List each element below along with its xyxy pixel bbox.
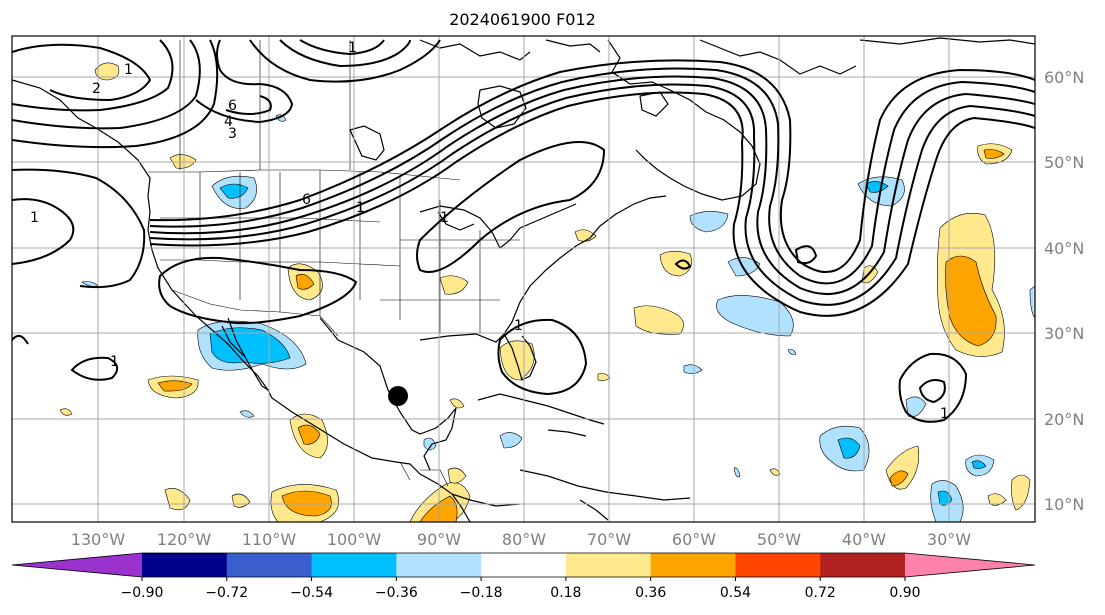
colorbar-segment [650,553,736,577]
lon-label: 120°W [157,530,212,549]
colorbar-segment [481,553,567,577]
colorbar-tick-label: 0.18 [550,585,581,601]
contour-label: 1 [356,200,365,216]
borders [148,40,520,487]
lat-label: 30°N [1044,324,1084,343]
lon-label: 80°W [502,530,546,549]
colorbar-tick-label: 0.90 [889,585,920,601]
colorbar-tick-label: 0.54 [720,585,751,601]
contour-label: 4 [224,114,233,130]
lon-label: 70°W [587,530,631,549]
negative-shading [81,114,1035,522]
lon-label: 60°W [672,530,716,549]
colorbar-tick-label: −0.36 [375,585,418,601]
graticule [12,36,1035,522]
lon-label: 110°W [242,530,297,549]
colorbar-segment [820,553,906,577]
lon-label: 130°W [71,530,126,549]
contour-label: 1 [440,210,449,226]
lon-label: 30°W [927,530,971,549]
contours [12,39,1035,423]
lat-label: 20°N [1044,410,1084,429]
contour-label: 1 [124,62,133,78]
colorbar: −0.90 −0.72 −0.54 −0.36 −0.18 0.18 0.36 0.54 0.7… [11,552,1036,601]
longitude-labels: 130°W 120°W 110°W 100°W 90°W 80°W 70°W 6… [71,530,971,549]
contour-label: 2 [92,81,101,97]
lon-label: 50°W [757,530,801,549]
colorbar-extend-high [905,553,1035,577]
contour-label: 1 [940,406,949,422]
lon-label: 40°W [842,530,886,549]
colorbar-segment [226,553,313,577]
lon-label: 90°W [417,530,461,549]
colorbar-tick-label: −0.72 [205,585,248,601]
colorbar-segment [142,553,228,577]
colorbar-tick-label: −0.18 [460,585,503,601]
lat-label: 50°N [1044,153,1084,172]
lon-label: 100°W [327,530,382,549]
lat-label: 60°N [1044,68,1084,87]
contour-label: 1 [514,318,523,334]
map-frame [11,35,1036,523]
coastlines [12,37,1035,522]
contour-label: 1 [30,210,39,226]
colorbar-segment [735,553,821,577]
positive-shading [59,62,1031,522]
colorbar-segment [311,553,397,577]
contour-labels: 2 1 4 6 3 1 6 1 1 1 1 1 1 [30,40,949,422]
contour-label: 1 [348,40,357,56]
colorbar-tick-label: −0.90 [121,585,164,601]
colorbar-segment [565,553,652,577]
lat-label: 10°N [1044,495,1084,514]
storm-center-dot [388,386,408,406]
contour-label: 1 [110,354,119,370]
contour-label: 6 [302,192,311,208]
contour-label: 6 [228,98,237,114]
lat-label: 40°N [1044,239,1084,258]
colorbar-segment [396,553,482,577]
latitude-labels: 60°N 50°N 40°N 30°N 20°N 10°N [1044,68,1084,514]
contour-label: 3 [228,126,237,142]
colorbar-extend-low [12,553,142,577]
colorbar-tick-label: 0.72 [805,585,836,601]
map-plot: 2 1 4 6 3 1 6 1 1 1 1 1 1 [12,36,1035,522]
map-title: 2024061900 F012 [449,10,596,29]
colorbar-tick-label: 0.36 [635,585,666,601]
colorbar-tick-label: −0.54 [290,585,333,601]
